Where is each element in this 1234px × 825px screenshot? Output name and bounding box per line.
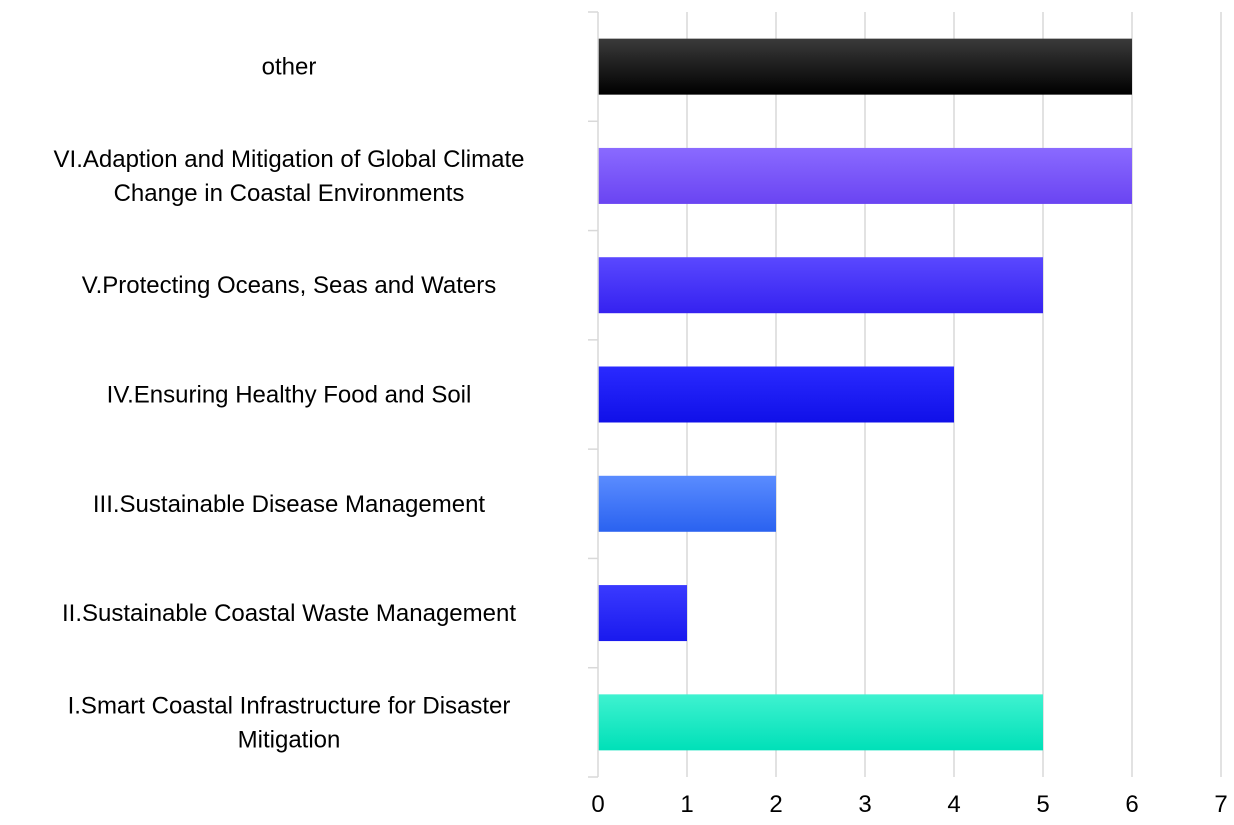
category-label-5: V.Protecting Oceans, Seas and Waters — [82, 272, 496, 299]
x-tick-label-2: 2 — [769, 791, 782, 818]
bar-2 — [598, 585, 687, 642]
bar-5 — [598, 257, 1043, 314]
x-tick-label-0: 0 — [591, 791, 604, 818]
label-layer: 0 1 2 3 4 5 6 7 I.Smart Coastal Infrastructure f… — [54, 54, 1228, 818]
bar-3 — [598, 475, 776, 532]
x-tick-label-3: 3 — [858, 791, 871, 818]
category-label-3: III.Sustainable Disease Management — [93, 491, 486, 518]
category-label-7: other — [262, 54, 317, 81]
axis-layer — [588, 11, 599, 778]
bar-4 — [598, 366, 954, 423]
x-tick-label-4: 4 — [947, 791, 960, 818]
bar-7 — [598, 38, 1132, 95]
category-label-2: II.Sustainable Coastal Waste Management — [62, 600, 516, 627]
x-tick-label-7: 7 — [1214, 791, 1227, 818]
bar-1 — [598, 694, 1043, 751]
bar-layer — [598, 38, 1132, 751]
x-tick-label-6: 6 — [1125, 791, 1138, 818]
category-label-4: IV.Ensuring Healthy Food and Soil — [107, 382, 472, 409]
x-tick-label-1: 1 — [680, 791, 693, 818]
category-label-6: VI.Adaption and Mitigation of Global Cli… — [54, 146, 525, 207]
x-tick-label-5: 5 — [1036, 791, 1049, 818]
bar-6 — [598, 147, 1132, 204]
category-label-1: I.Smart Coastal Infrastructure for Disas… — [68, 692, 511, 753]
